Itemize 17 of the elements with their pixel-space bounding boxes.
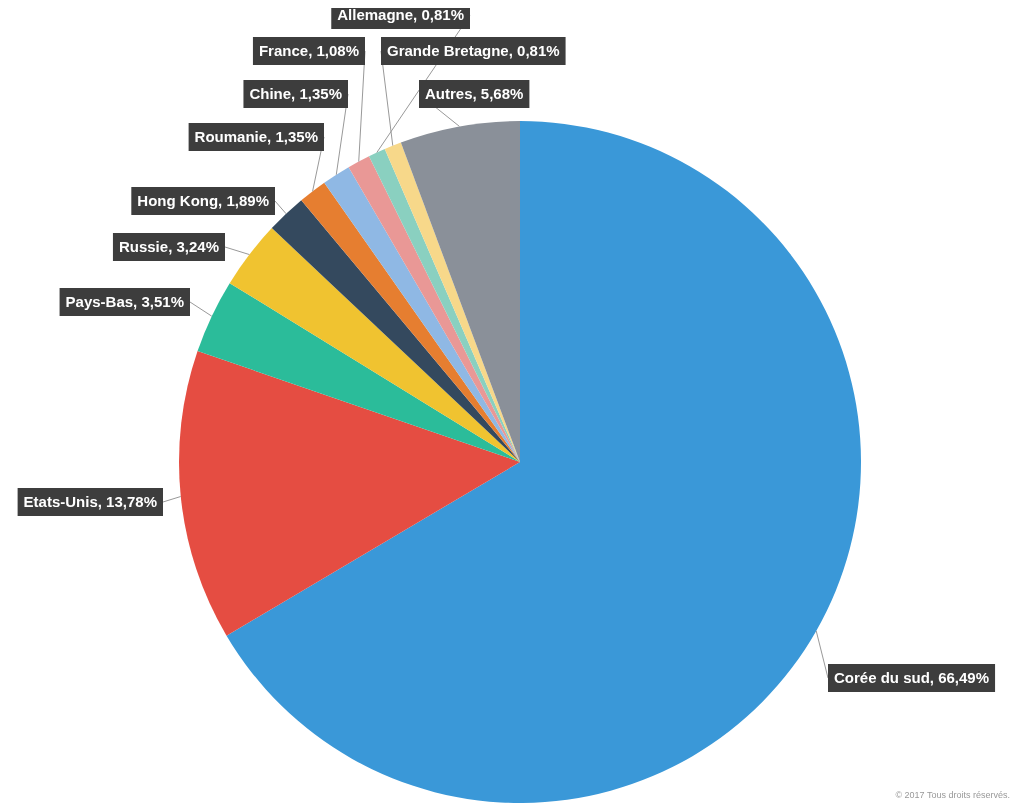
pie-slice: [179, 350, 520, 636]
slice-label: Autres, 5,68%: [425, 85, 524, 102]
slice-label: Corée du sud, 66,49%: [834, 669, 990, 686]
slice-label: France, 1,08%: [258, 42, 359, 59]
slice-label: Pays-Bas, 3,51%: [65, 293, 184, 310]
slice-label: Etats-Unis, 13,78%: [23, 493, 157, 510]
slice-label: Allemagne, 0,81%: [337, 6, 464, 23]
text: © 2017 Tous droits réservés.: [895, 790, 1010, 800]
slice-label: Grande Bretagne, 0,81%: [387, 42, 560, 59]
slice-label: Chine, 1,35%: [249, 85, 342, 102]
pie-slice: [197, 283, 520, 462]
slice-label: Hong Kong, 1,89%: [137, 192, 269, 209]
pie-slice: [271, 200, 520, 462]
pie-slice: [400, 121, 520, 462]
pie-slice: [229, 228, 520, 462]
slice-label: Roumanie, 1,35%: [194, 128, 318, 145]
slice-label: Russie, 3,24%: [118, 238, 219, 255]
